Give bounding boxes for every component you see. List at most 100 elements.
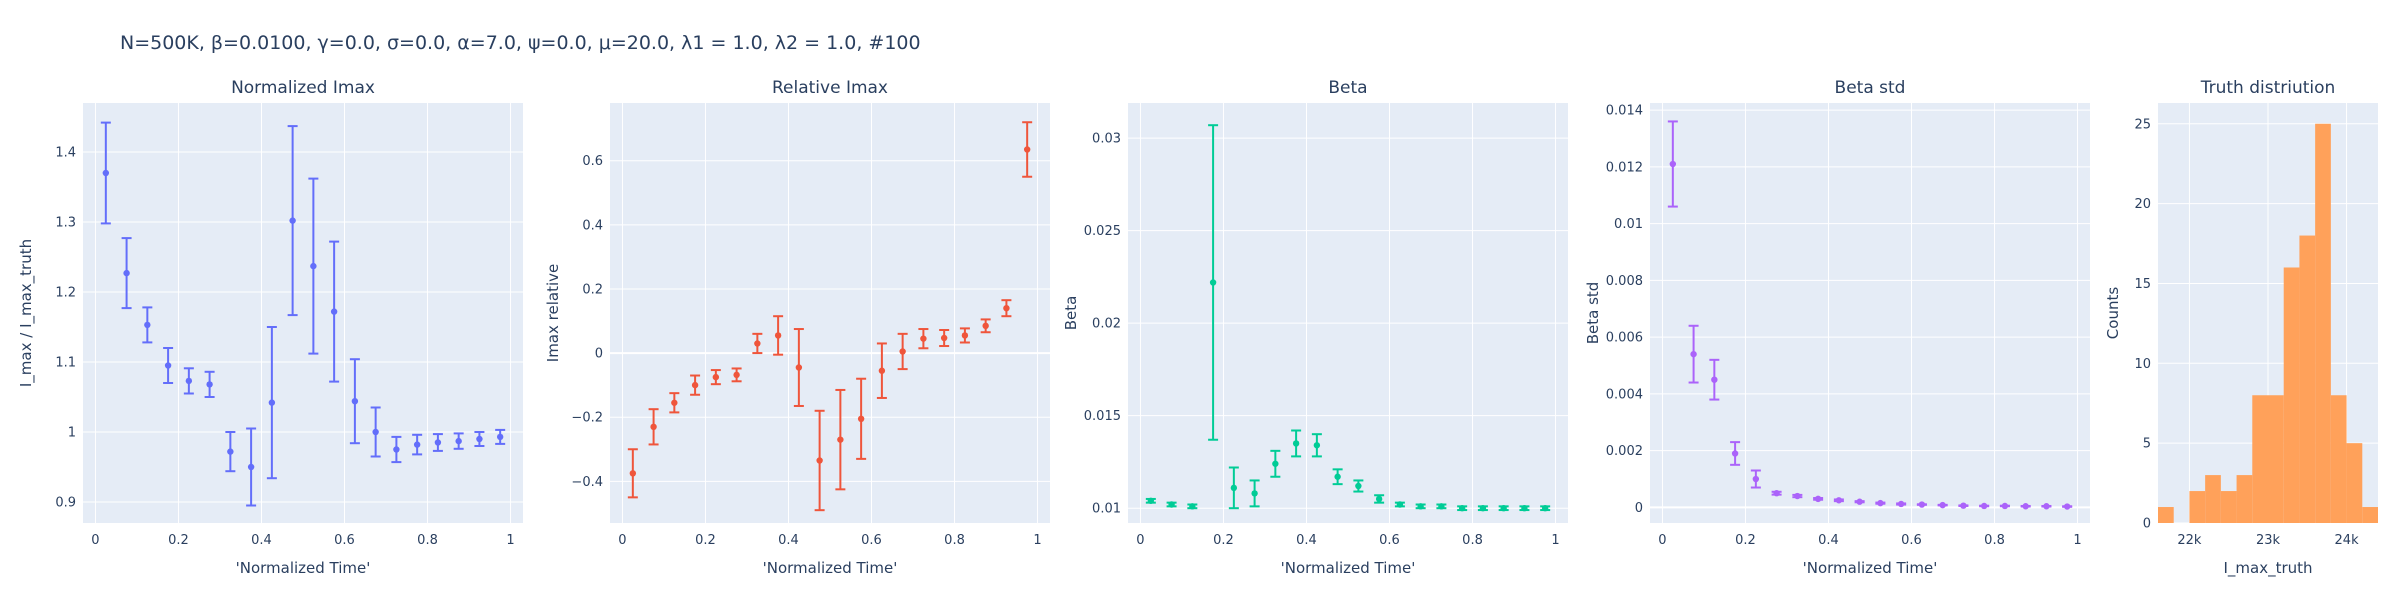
data-point (2001, 502, 2009, 510)
y-tick-label: 0.002 (1606, 444, 1643, 459)
x-tick-label: 1 (1551, 533, 1559, 548)
data-point (816, 457, 823, 464)
data-point (102, 169, 110, 177)
x-tick-label: 0 (1136, 533, 1144, 548)
data-point (206, 381, 213, 388)
chart-panel-2: 0 0.2 0.4 0.6 0.8 1 −0.4 −0.2 0 0.2 0.4 0.6 Relative… (544, 78, 1050, 577)
y-tick-label: 0 (1635, 501, 1643, 516)
data-point (476, 435, 483, 443)
y-tick-label: 1 (68, 426, 76, 441)
data-point (413, 441, 421, 448)
chart-panel-4: 0 0.2 0.4 0.6 0.8 1 0 0.002 0.004 0.006 0.008 0.01 0… (1584, 78, 2090, 577)
y-tick-label: 0.01 (1614, 217, 1643, 232)
data-point (185, 377, 193, 385)
y-tick-label: 0.03 (1092, 132, 1121, 147)
data-point (754, 340, 761, 347)
x-tick-label: 0.6 (861, 533, 882, 548)
data-point (164, 362, 172, 369)
data-point (629, 470, 637, 477)
x-tick-label: 0.2 (1735, 533, 1756, 548)
data-point (1814, 495, 1822, 503)
data-point (1313, 442, 1321, 449)
data-point (1794, 492, 1801, 500)
y-tick-label: 1.1 (55, 356, 76, 371)
y-tick-label: 0.006 (1606, 331, 1643, 346)
data-point (1292, 440, 1300, 447)
x-tick-label: 0.4 (251, 533, 272, 548)
x-tick-label: 0.4 (778, 533, 799, 548)
data-point (920, 335, 927, 342)
data-point (1375, 495, 1383, 503)
data-point (455, 437, 462, 445)
x-tick-label: 0 (91, 533, 99, 548)
y-tick-label: 0.008 (1606, 274, 1643, 289)
data-point (1711, 376, 1718, 383)
plot-background (610, 103, 1050, 523)
data-point (268, 399, 276, 406)
data-point (1918, 501, 1926, 508)
x-axis-label: 'Normalized Time' (236, 559, 371, 577)
x-axis-label: 'Normalized Time' (1803, 559, 1938, 577)
x-tick-label: 0.6 (334, 533, 355, 548)
data-point (1897, 500, 1905, 508)
data-point (1669, 160, 1677, 168)
data-point (1396, 501, 1404, 508)
data-point (1147, 497, 1155, 504)
y-tick-label: 1.4 (55, 146, 76, 161)
x-tick-label: 0.2 (168, 533, 189, 548)
y-tick-label: 5 (2143, 437, 2151, 452)
y-tick-label: −0.2 (571, 411, 603, 426)
y-tick-label: 0.004 (1606, 387, 1643, 402)
x-tick-label: 0 (1658, 533, 1666, 548)
data-point (1355, 482, 1362, 490)
data-point (2063, 503, 2071, 510)
data-point (1003, 304, 1010, 312)
data-point (1458, 504, 1466, 512)
plot-background (1128, 103, 1568, 523)
panel-title: Relative Imax (772, 78, 888, 98)
histogram-bar (2315, 123, 2331, 523)
x-tick-label: 0.2 (1213, 533, 1234, 548)
x-tick-label: 0.2 (695, 533, 716, 548)
x-tick-label: 22k (2177, 533, 2202, 548)
y-axis-label: Beta (1062, 296, 1080, 331)
data-point (330, 308, 338, 315)
data-point (1023, 146, 1031, 153)
data-point (144, 321, 151, 329)
x-tick-label: 0.6 (1379, 533, 1400, 548)
data-point (1541, 504, 1549, 512)
histogram-bar (2189, 491, 2206, 523)
y-tick-label: 0.025 (1084, 224, 1121, 239)
data-point (940, 334, 948, 342)
y-tick-label: 0.014 (1606, 104, 1643, 119)
histogram-bar (2330, 395, 2347, 523)
histogram-bar (2205, 475, 2221, 523)
x-tick-label: 1 (506, 533, 514, 548)
data-point (1731, 450, 1739, 457)
data-point (1960, 502, 1967, 509)
y-tick-label: 0.9 (55, 496, 76, 511)
data-point (733, 371, 740, 379)
x-tick-label: 0.8 (1984, 533, 2005, 548)
chart-panel-5: 22k 23k 24k 0 5 10 15 20 25 Truth distriution I_ma… (2104, 78, 2378, 578)
data-point (351, 398, 359, 405)
x-tick-label: 1 (2073, 533, 2081, 548)
panel-title: Beta (1328, 78, 1367, 98)
data-point (1189, 503, 1196, 510)
data-point (1521, 504, 1528, 512)
data-point (857, 415, 865, 423)
panel-title: Beta std (1835, 78, 1906, 98)
x-axis-label: 'Normalized Time' (1281, 559, 1416, 577)
y-tick-label: 1.2 (55, 286, 76, 301)
x-tick-label: 24k (2335, 533, 2360, 548)
data-point (1209, 279, 1217, 286)
data-point (982, 322, 989, 330)
histogram-bar (2362, 507, 2378, 523)
y-tick-label: 0.015 (1084, 409, 1121, 424)
data-point (878, 367, 886, 374)
x-tick-label: 1 (1033, 533, 1041, 548)
histogram-bar (2268, 395, 2284, 523)
y-tick-label: 10 (2134, 357, 2151, 372)
data-point (1334, 473, 1341, 480)
